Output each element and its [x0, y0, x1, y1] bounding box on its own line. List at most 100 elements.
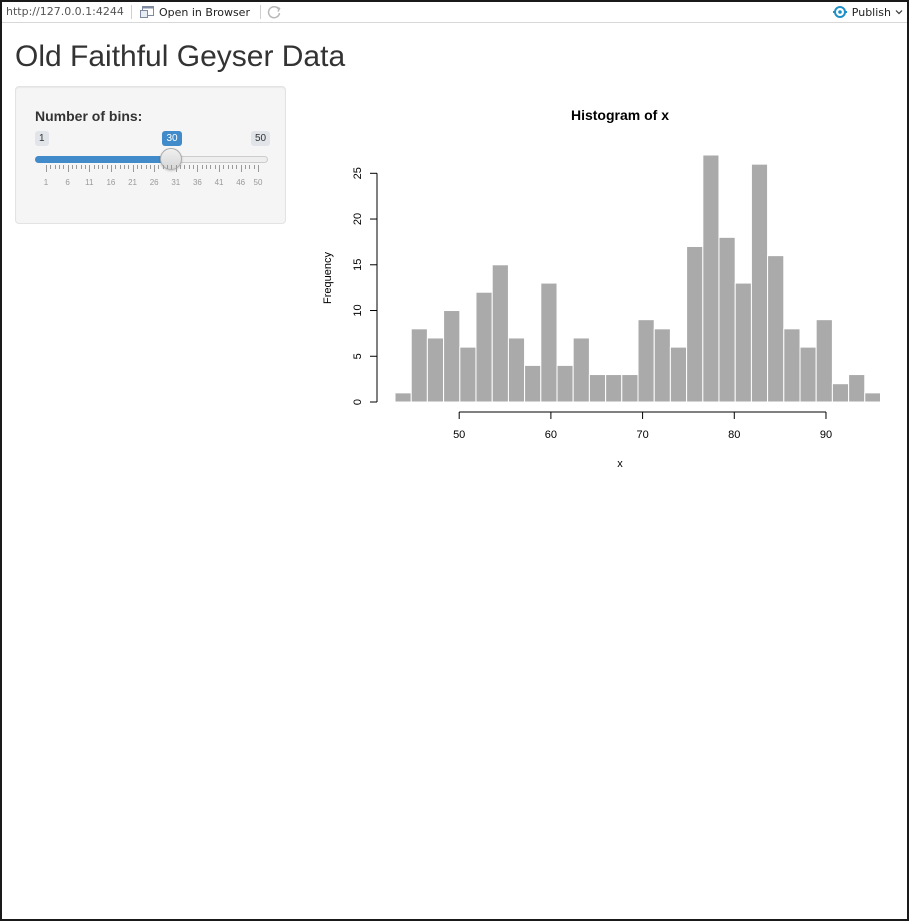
slider-minor-tick: [63, 165, 64, 169]
slider-minor-tick: [81, 165, 82, 169]
page-title: Old Faithful Geyser Data: [15, 40, 345, 74]
y-tick-label: 0: [352, 399, 364, 405]
histogram-bar: [654, 329, 670, 402]
slider-minor-tick: [94, 165, 95, 169]
slider-value-label: 30: [162, 131, 181, 146]
slider-tick: [176, 165, 177, 172]
viewer-toolbar: http://127.0.0.1:4244 Open in Browser Pu…: [2, 2, 907, 23]
slider-minor-tick: [102, 165, 103, 169]
y-tick-label: 25: [352, 167, 364, 179]
histogram-bar: [719, 237, 735, 402]
slider-minor-tick: [115, 165, 116, 169]
histogram-bar: [832, 384, 848, 402]
slider-minor-tick: [59, 165, 60, 169]
histogram-bar: [395, 393, 411, 402]
slider-min-label: 1: [35, 131, 49, 146]
histogram-plot: 051015202550 60 70 80 90Histogram of xxFrequ…: [310, 88, 880, 478]
slider-tick: [241, 165, 242, 172]
slider-tick: [133, 165, 134, 172]
x-tick-label: 60: [545, 429, 557, 441]
slider-minor-tick: [236, 165, 237, 169]
y-axis-label: Frequency: [322, 252, 334, 304]
histogram-bar: [622, 375, 638, 402]
slider-minor-tick: [124, 165, 125, 169]
open-in-browser-label: Open in Browser: [159, 6, 250, 19]
slider-minor-tick: [210, 165, 211, 169]
slider-minor-tick: [215, 165, 216, 169]
slider-minor-tick: [141, 165, 142, 169]
slider-minor-tick: [171, 165, 172, 169]
slider-minor-tick: [228, 165, 229, 169]
y-tick-label: 20: [352, 213, 364, 225]
slider-minor-tick: [167, 165, 168, 169]
open-in-browser-icon: [140, 6, 154, 18]
open-in-browser-button[interactable]: Open in Browser: [140, 3, 250, 21]
slider-tick: [154, 165, 155, 172]
histogram-bar: [670, 347, 686, 402]
x-tick-label: 90: [820, 429, 832, 441]
slider-minor-tick: [189, 165, 190, 169]
slider-minor-tick: [163, 165, 164, 169]
y-tick-label: 10: [352, 304, 364, 316]
publish-label: Publish: [852, 6, 891, 19]
histogram-bar: [508, 338, 524, 402]
histogram-bar: [865, 393, 880, 402]
slider-fill: [35, 156, 171, 163]
bins-slider-label: Number of bins:: [35, 108, 142, 124]
slider-minor-tick: [72, 165, 73, 169]
x-axis-label: x: [617, 458, 623, 470]
histogram-bar: [816, 320, 832, 402]
histogram-bar: [492, 265, 508, 402]
slider-minor-tick: [206, 165, 207, 169]
slider-tick: [89, 165, 90, 172]
slider-minor-tick: [150, 165, 151, 169]
histogram-bar: [541, 283, 557, 402]
slider-minor-tick: [50, 165, 51, 169]
slider-minor-tick: [55, 165, 56, 169]
histogram-bar: [589, 375, 605, 402]
histogram-bar: [849, 375, 865, 402]
slider-tick: [219, 165, 220, 172]
sidebar-panel: Number of bins: 1 50 30 1 6 11 16 21 26 31 36 41…: [15, 86, 286, 224]
histogram-bar: [427, 338, 443, 402]
slider-tick: [197, 165, 198, 172]
histogram-bar: [784, 329, 800, 402]
slider-minor-tick: [184, 165, 185, 169]
x-tick-label: 80: [728, 429, 740, 441]
slider-minor-tick: [245, 165, 246, 169]
publish-button[interactable]: Publish: [832, 3, 903, 21]
slider-minor-tick: [249, 165, 250, 169]
histogram-bar: [557, 365, 573, 402]
url-text: http://127.0.0.1:4244: [6, 5, 124, 18]
histogram-bar: [735, 283, 751, 402]
slider-tick-label: 50: [243, 178, 273, 187]
slider-minor-tick: [85, 165, 86, 169]
histogram-bar: [751, 164, 767, 402]
histogram-bar: [444, 311, 460, 402]
histogram-bar: [606, 375, 622, 402]
publish-icon: [832, 5, 848, 19]
chart-title: Histogram of x: [571, 107, 669, 123]
slider-minor-tick: [158, 165, 159, 169]
slider-max-label: 50: [251, 131, 270, 146]
slider-minor-tick: [146, 165, 147, 169]
slider-minor-tick: [128, 165, 129, 169]
slider-tick: [258, 165, 259, 172]
refresh-icon[interactable]: [266, 4, 282, 20]
x-tick-label: 50: [453, 429, 465, 441]
toolbar-divider: [131, 5, 132, 19]
histogram-bar: [687, 246, 703, 402]
slider-minor-tick: [223, 165, 224, 169]
histogram-bar: [638, 320, 654, 402]
slider-tick: [46, 165, 47, 172]
histogram-bar: [411, 329, 427, 402]
slider-minor-tick: [232, 165, 233, 169]
x-tick-label: 70: [636, 429, 648, 441]
slider-minor-tick: [254, 165, 255, 169]
histogram-bar: [573, 338, 589, 402]
histogram-bar: [703, 155, 719, 402]
slider-minor-tick: [107, 165, 108, 169]
slider-tick: [68, 165, 69, 172]
slider-tick: [111, 165, 112, 172]
histogram-bar: [768, 256, 784, 402]
